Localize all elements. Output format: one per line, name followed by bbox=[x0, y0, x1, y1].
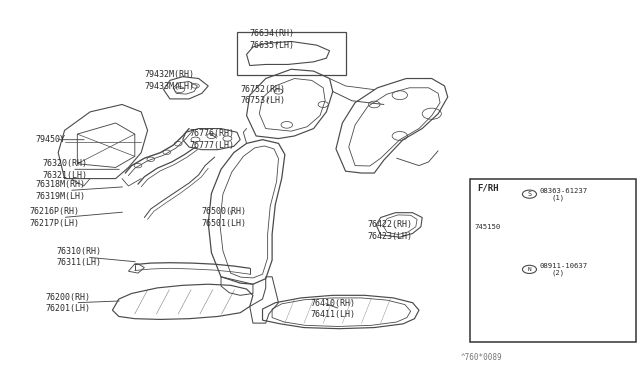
Text: 76216P(RH)
76217P(LH): 76216P(RH) 76217P(LH) bbox=[29, 207, 79, 228]
Text: (1): (1) bbox=[552, 194, 565, 201]
Text: 76634(RH)
76635(LH): 76634(RH) 76635(LH) bbox=[250, 29, 295, 50]
Text: 79432M(RH)
79433M(LH): 79432M(RH) 79433M(LH) bbox=[145, 70, 195, 91]
Text: 76752(RH)
76753(LH): 76752(RH) 76753(LH) bbox=[240, 85, 285, 105]
Text: 76500(RH)
76501(LH): 76500(RH) 76501(LH) bbox=[202, 207, 247, 228]
Text: ^760*0089: ^760*0089 bbox=[461, 353, 502, 362]
Text: 08363-61237: 08363-61237 bbox=[539, 187, 587, 194]
Text: 76776(RH)
76777(LH): 76776(RH) 76777(LH) bbox=[189, 129, 234, 150]
Text: F/RH: F/RH bbox=[477, 183, 499, 192]
Text: S: S bbox=[527, 191, 531, 197]
Text: N: N bbox=[527, 266, 531, 272]
Text: 76318M(RH)
76319M(LH): 76318M(RH) 76319M(LH) bbox=[36, 180, 86, 201]
Bar bbox=[237, 32, 346, 75]
Text: 76422(RH)
76423(LH): 76422(RH) 76423(LH) bbox=[368, 220, 413, 241]
Bar bbox=[470, 179, 636, 341]
Text: 79450Y: 79450Y bbox=[36, 135, 66, 144]
Text: 76320(RH)
76321(LH): 76320(RH) 76321(LH) bbox=[42, 159, 87, 180]
Text: 76410(RH)
76411(LH): 76410(RH) 76411(LH) bbox=[310, 299, 355, 319]
Text: 76200(RH)
76201(LH): 76200(RH) 76201(LH) bbox=[45, 292, 90, 313]
Text: 76310(RH)
76311(LH): 76310(RH) 76311(LH) bbox=[57, 247, 102, 267]
Text: 08911-10637: 08911-10637 bbox=[539, 263, 587, 269]
Text: (2): (2) bbox=[552, 270, 565, 276]
Text: 745150: 745150 bbox=[474, 224, 500, 230]
